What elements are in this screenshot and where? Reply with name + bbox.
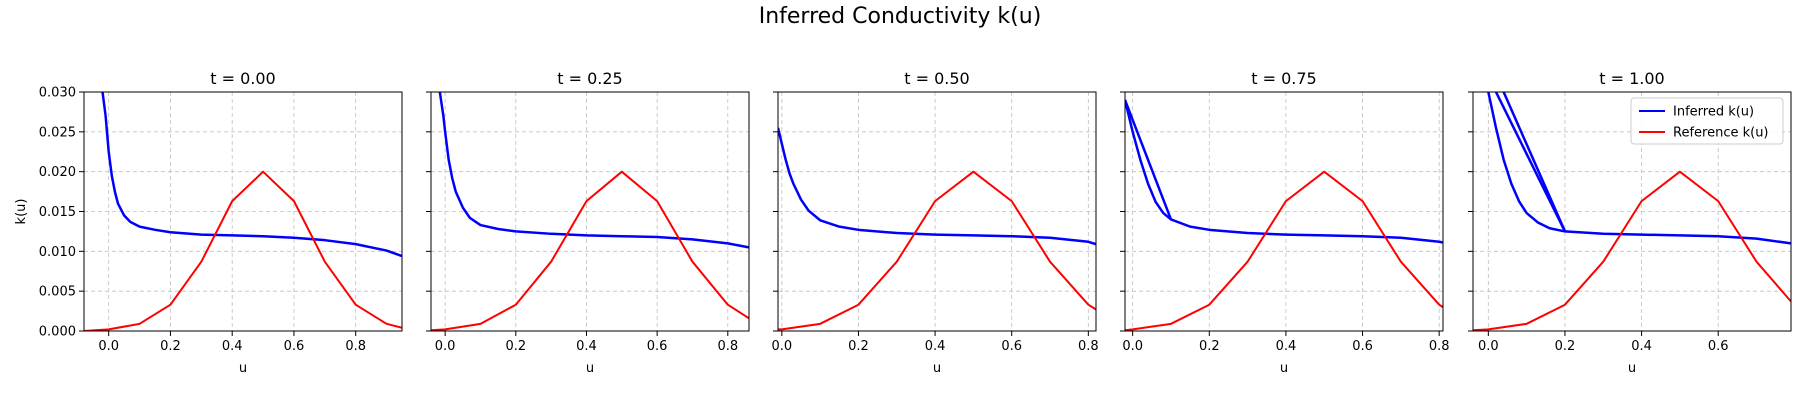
panel-title: t = 0.00 [210,69,275,88]
x-tick-label: 0.6 [1352,339,1373,354]
axes-frame [1124,91,1444,332]
x-tick-label: 0.0 [1122,339,1143,354]
panel-title: t = 0.75 [1251,69,1316,88]
x-tick-label: 0.8 [717,339,738,354]
panel-3: 0.0 0.2 0.4 0.6 0.8 t = 0.50 u [771,69,1098,376]
x-tick-label: 0.8 [1078,339,1099,354]
x-tick-label: 0.4 [576,339,597,354]
x-tick-label: 0.2 [505,339,526,354]
x-tick-label: 0.4 [1276,339,1297,354]
y-tick-label: 0.010 [39,245,76,260]
x-tick-label: 0.6 [1708,339,1729,354]
reference-k-line [1473,170,1791,331]
x-axis-label: u [1628,361,1636,376]
x-axis-label: u [933,361,941,376]
x-tick-label: 0.4 [222,339,243,354]
inferred-k-line [1125,99,1173,220]
y-tick-label: 0.030 [39,86,76,101]
inferred-k-line [1125,99,1443,244]
axes-frame [430,91,750,332]
legend-label-reference: Reference k(u) [1673,126,1769,141]
x-tick-label: 0.2 [1199,339,1220,354]
x-tick-label: 0.0 [1478,339,1499,354]
x-tick-label: 0.0 [771,339,792,354]
y-tick-label: 0.025 [39,125,76,140]
panel-1: 0.0 0.2 0.4 0.6 0.8 0.000 0.005 0.010 0.015 0.020… [14,69,403,376]
x-tick-label: 0.0 [98,339,119,354]
x-axis-label: u [239,361,247,376]
x-tick-label: 0.2 [160,339,181,354]
y-tick-label: 0.020 [39,165,76,180]
series-group [1473,92,1791,331]
panel-5: 0.0 0.2 0.4 0.6 t = 1.00 u Inferred k(u) Refere… [1468,69,1792,376]
x-tick-label: 0.2 [1555,339,1576,354]
y-axis-label: k(u) [14,199,29,225]
reference-k-line [778,170,1096,331]
reference-k-line [431,170,749,331]
x-tick-label: 0.2 [848,339,869,354]
reference-k-line [1125,170,1443,331]
series-group [1125,99,1443,331]
inferred-k-line [438,92,749,249]
axes-frame [777,91,1097,332]
series-group [431,92,749,331]
reference-k-line [84,170,402,331]
y-tick-label: 0.015 [39,205,76,220]
inferred-k-line [101,92,402,258]
x-tick-label: 0.0 [435,339,456,354]
x-tick-label: 0.4 [925,339,946,354]
inferred-k-line [1487,92,1791,245]
x-tick-label: 0.6 [1001,339,1022,354]
series-group [84,92,402,331]
axes-frame [83,91,403,332]
panel-title: t = 1.00 [1599,69,1664,88]
legend-box [1630,97,1784,145]
x-tick-label: 0.8 [1429,339,1450,354]
panel-2: 0.0 0.2 0.4 0.6 0.8 t = 0.25 u [426,69,750,376]
x-axis-label: u [586,361,594,376]
x-tick-label: 0.6 [284,339,305,354]
panel-4: 0.0 0.2 0.4 0.6 0.8 t = 0.75 u [1120,69,1450,376]
legend-label-inferred: Inferred k(u) [1673,105,1754,120]
panel-title: t = 0.50 [904,69,969,88]
x-tick-label: 0.6 [647,339,668,354]
y-tick-label: 0.000 [39,325,76,340]
figure-title: Inferred Conductivity k(u) [758,4,1042,29]
inferred-k-line [778,127,1096,246]
y-tick-label: 0.005 [39,285,76,300]
x-tick-label: 0.8 [345,339,366,354]
series-group [778,127,1096,331]
panel-title: t = 0.25 [557,69,622,88]
inferred-k-line [1502,92,1567,232]
x-axis-label: u [1280,361,1288,376]
x-tick-label: 0.4 [1631,339,1652,354]
